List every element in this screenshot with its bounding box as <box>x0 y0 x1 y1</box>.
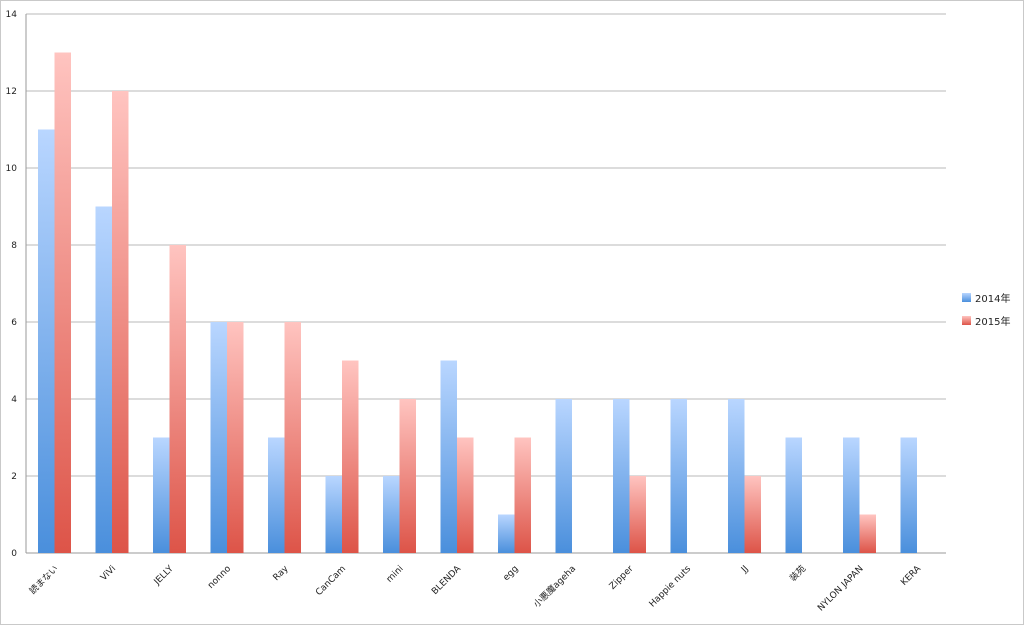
bar-series2 <box>284 322 301 553</box>
bar-series1 <box>670 399 687 553</box>
bar-series1 <box>268 437 285 553</box>
bar-series2 <box>744 476 761 553</box>
bar-series1 <box>153 437 170 553</box>
bar-series2 <box>629 476 646 553</box>
bar-series2 <box>399 399 416 553</box>
bar-series1 <box>325 476 342 553</box>
x-tick-label: Zipper <box>608 564 636 592</box>
legend-swatch <box>962 293 971 302</box>
x-tick-label: nonno <box>206 564 233 591</box>
x-tick-label: ViVi <box>99 564 118 583</box>
bar-series1 <box>728 399 745 553</box>
bar-series2 <box>514 437 531 553</box>
y-axis: 0 2 4 6 8 10 12 14 <box>6 10 946 559</box>
y-tick-label: 10 <box>6 164 18 174</box>
bar-series1 <box>210 322 227 553</box>
legend: 2014年 2015年 <box>962 292 1010 328</box>
bar-series2 <box>342 360 359 553</box>
x-tick-label: NYLON JAPAN <box>816 564 865 613</box>
bars <box>38 52 917 553</box>
bar-series2 <box>227 322 244 553</box>
x-axis: 読まない ViVi JELLY nonno Ray CanCam mini BLENDA egg… <box>27 563 924 614</box>
x-tick-label: JJ <box>739 564 751 576</box>
bar-series2 <box>169 245 186 553</box>
bar-series1 <box>440 360 457 553</box>
x-tick-label: KERA <box>899 563 923 587</box>
bar-series1 <box>613 399 630 553</box>
legend-label: 2015年 <box>975 315 1010 328</box>
bar-series1 <box>38 129 55 553</box>
y-tick-label: 14 <box>6 10 18 20</box>
y-tick-label: 4 <box>11 395 17 405</box>
bar-series1 <box>95 206 112 553</box>
y-tick-label: 6 <box>11 318 17 328</box>
bar-series2 <box>859 514 876 553</box>
x-tick-label: BLENDA <box>430 563 464 597</box>
bar-series1 <box>498 514 515 553</box>
bar-series1 <box>785 437 802 553</box>
legend-swatch <box>962 316 971 325</box>
x-tick-label: mini <box>385 564 406 585</box>
y-tick-label: 2 <box>11 472 17 482</box>
x-tick-label: JELLY <box>152 564 176 588</box>
y-tick-label: 0 <box>11 549 17 559</box>
bar-series1 <box>383 476 400 553</box>
x-tick-label: 装苑 <box>787 563 808 584</box>
bar-series2 <box>457 437 474 553</box>
bar-series2 <box>54 52 71 553</box>
x-tick-label: Ray <box>272 564 291 583</box>
bar-series1 <box>843 437 860 553</box>
x-tick-label: egg <box>502 564 521 583</box>
y-tick-label: 8 <box>11 241 17 251</box>
x-tick-label: 読まない <box>27 563 61 597</box>
bar-series2 <box>112 91 129 553</box>
bar-series1 <box>555 399 572 553</box>
y-tick-label: 12 <box>6 87 17 97</box>
x-tick-label: Happie nuts <box>648 564 694 610</box>
x-tick-label: CanCam <box>314 564 348 598</box>
legend-label: 2014年 <box>975 292 1010 305</box>
bar-series1 <box>900 437 917 553</box>
x-tick-label: 小悪魔ageha <box>531 563 578 610</box>
